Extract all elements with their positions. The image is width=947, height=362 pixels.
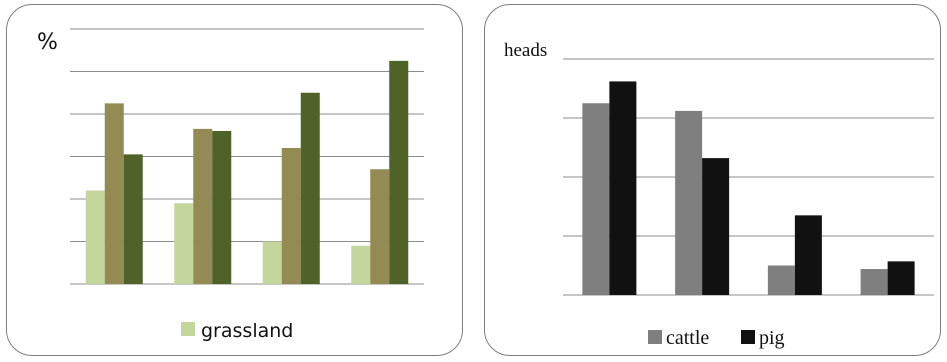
bar-series-3-2 (212, 131, 232, 284)
bar-grassland-3 (262, 241, 282, 284)
legend-label-cattle: cattle (666, 327, 709, 349)
chart-panel-right: heads cattle pig (484, 4, 941, 356)
bar-series-2-3 (281, 148, 301, 284)
legend-swatch-grassland (181, 322, 195, 336)
bar-grassland-1 (85, 190, 105, 284)
bar-grassland-4 (351, 245, 371, 284)
bar-cattle-4 (860, 269, 888, 295)
chart-left: % grassland (37, 28, 424, 342)
bar-series-2-2 (193, 128, 213, 284)
bar-pig-2 (702, 158, 730, 295)
legend-label-grassland: grassland (201, 320, 293, 342)
bar-cattle-1 (582, 103, 610, 295)
bar-pig-1 (609, 81, 637, 295)
bar-series-2-4 (370, 169, 390, 284)
legend-label-pig: pig (759, 327, 785, 349)
legend-swatch-pig (741, 330, 755, 344)
y-axis-unit-label: heads (504, 40, 547, 61)
bar-cattle-3 (767, 265, 795, 295)
y-axis-unit-label: % (37, 30, 58, 55)
chart-panel-left: % grassland (6, 4, 463, 356)
bar-series-3-3 (300, 92, 320, 284)
bar-cattle-2 (675, 110, 703, 295)
bar-grassland-2 (174, 203, 194, 284)
bar-series-3-4 (389, 60, 409, 284)
chart-right: heads cattle pig (504, 40, 934, 349)
bar-series-2-1 (104, 103, 124, 284)
bars-right (582, 81, 915, 295)
bar-pig-3 (794, 215, 822, 295)
bar-series-3-1 (123, 154, 143, 284)
bars-left (85, 60, 409, 284)
legend-swatch-cattle (648, 330, 662, 344)
bar-pig-4 (887, 261, 915, 295)
